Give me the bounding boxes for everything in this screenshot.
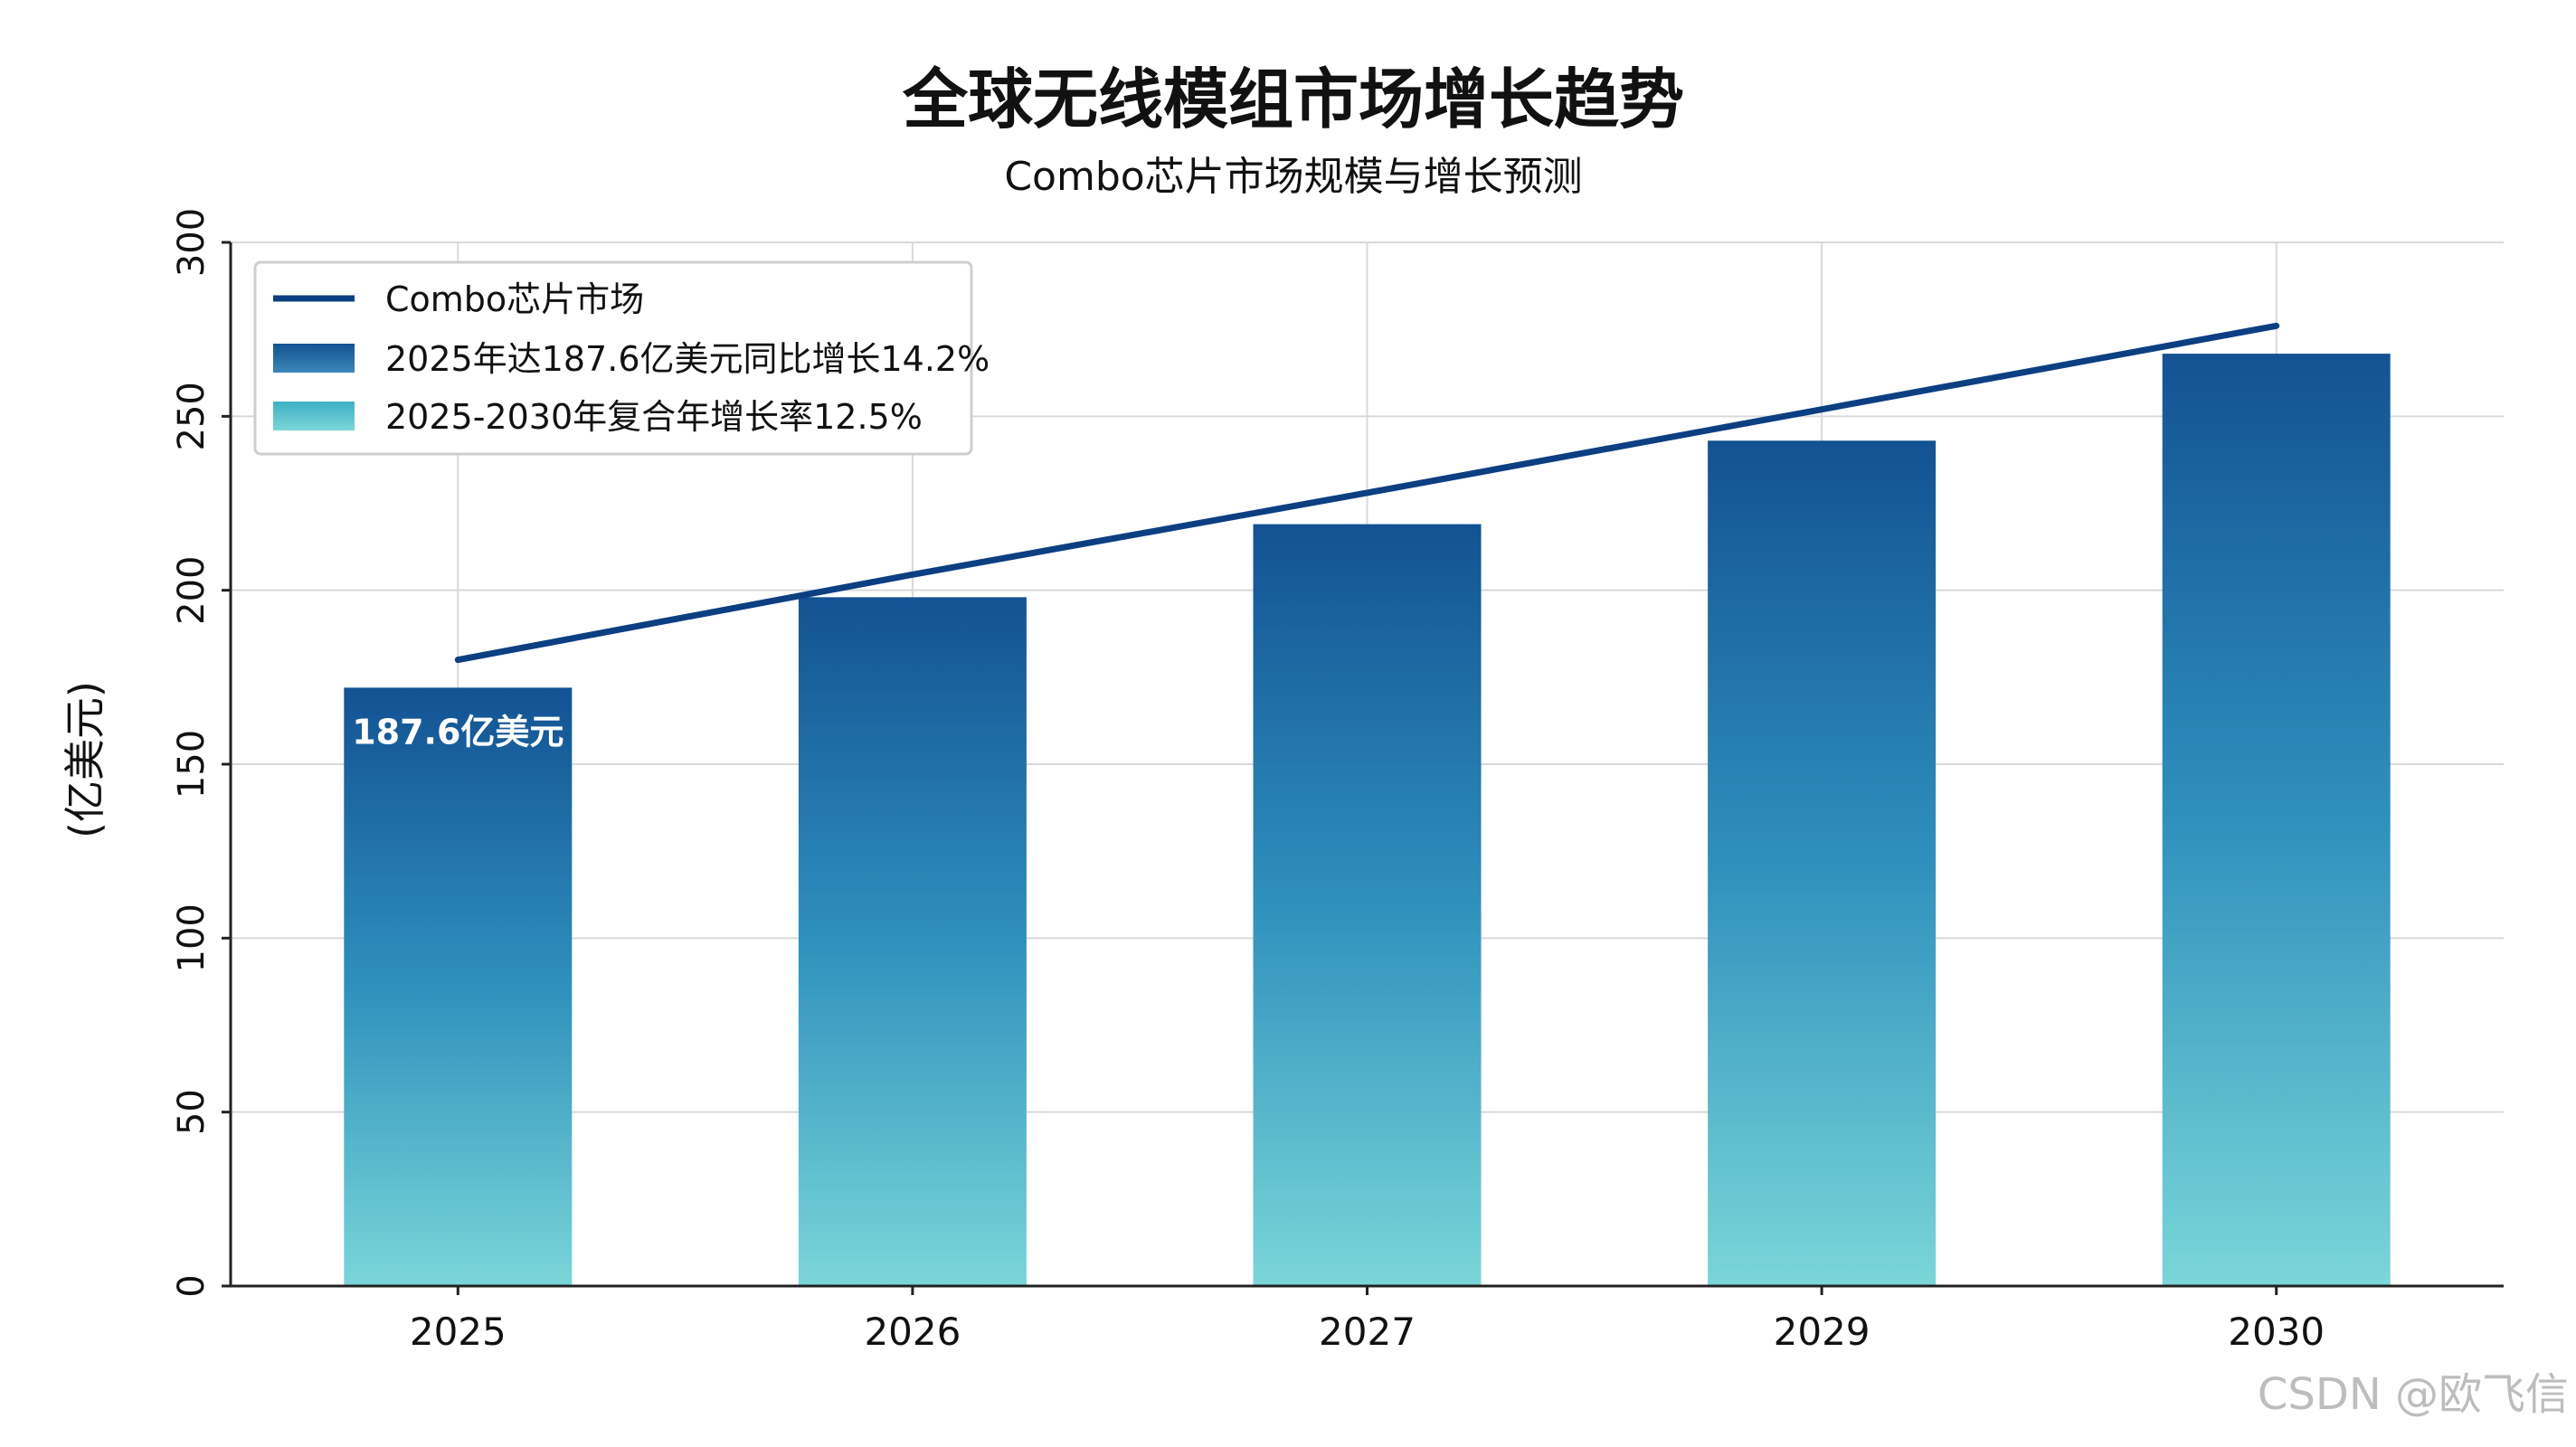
legend: Combo芯片市场 2025年达187.6亿美元同比增长14.2% 2025-2… [253,260,990,456]
line-combo-market [454,322,2280,664]
chart-subtitle: Combo芯片市场规模与增长预测 [1004,154,1582,200]
bar-2026 [798,597,1027,1286]
x-tick-label: 2029 [1774,1310,1870,1354]
y-tick-label: 0 [171,1274,213,1297]
legend-bar-swatch-1 [273,344,355,373]
y-axis-label: (亿美元) [61,681,109,838]
bars [344,354,2391,1287]
x-tick-label: 2027 [1319,1310,1416,1354]
legend-bar-swatch-2 [273,402,355,430]
y-tick-label: 100 [171,903,213,972]
tick-labels: 0 50 100 150 200 250 300 2025 2026 2027 2029 2030 18… [171,208,2325,1354]
y-tick-label: 300 [171,208,213,277]
bar-2025 [344,687,573,1286]
legend-label-line: Combo芯片市场 [385,279,644,319]
bar-2029 [1708,440,1937,1286]
legend-box [253,260,973,456]
chart-title: 全球无线模组市场增长趋势 [902,61,1684,137]
watermark: CSDN @欧飞信 [2257,1369,2569,1420]
y-tick-label: 250 [171,382,213,450]
legend-label-bar-2: 2025-2030年复合年增长率12.5% [385,397,923,437]
axes [222,241,2504,1295]
y-tick-label: 50 [171,1089,213,1135]
legend-label-bar-1: 2025年达187.6亿美元同比增长14.2% [385,339,990,379]
y-tick-label: 200 [171,555,213,624]
x-tick-label: 2030 [2228,1310,2325,1354]
bar-data-label: 187.6亿美元 [352,712,564,752]
y-tick-label: 150 [171,730,213,799]
x-tick-label: 2025 [410,1310,507,1354]
line-series [454,322,2280,664]
bar-2027 [1253,524,1482,1286]
bar-2030 [2162,354,2391,1287]
x-tick-label: 2026 [864,1310,961,1354]
